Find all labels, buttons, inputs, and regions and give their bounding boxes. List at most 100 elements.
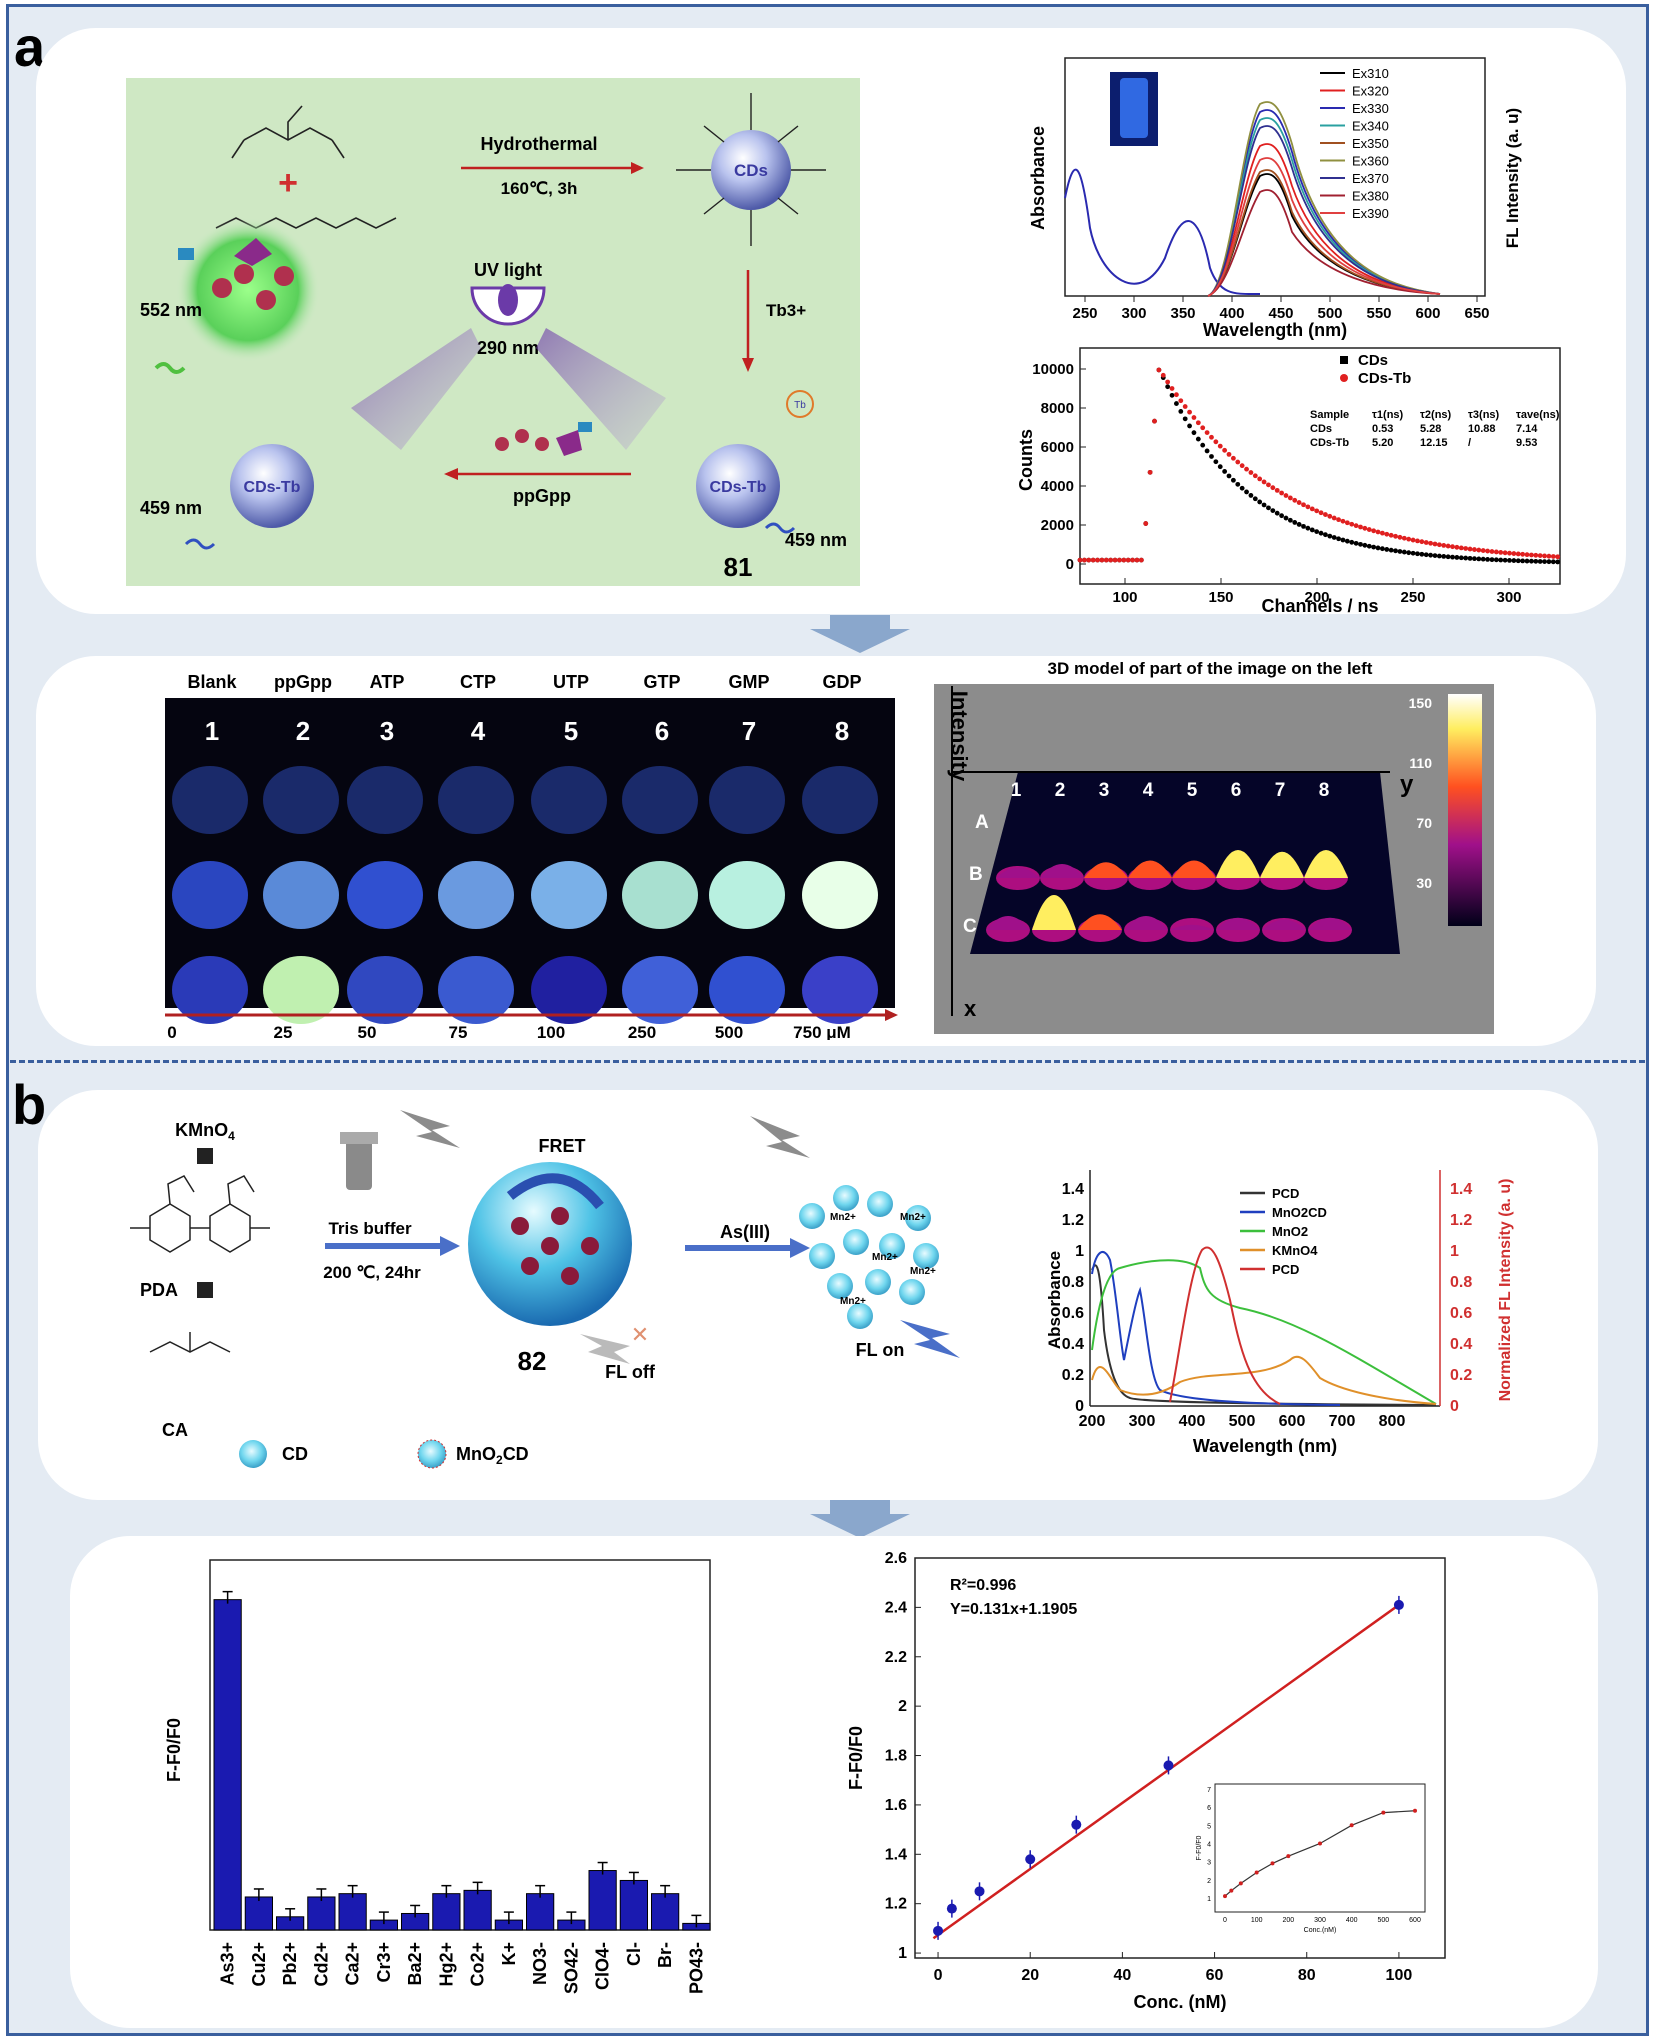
decay-point-cdstb: [1274, 487, 1280, 493]
decay-point-cds: [1169, 392, 1175, 398]
bar-Cl-: [619, 1879, 648, 1931]
decay-point-cdstb: [1244, 466, 1249, 472]
decay-point-cds: [1318, 530, 1324, 536]
decay-point-cds: [1397, 549, 1403, 554]
bar-label: Ca2+: [343, 1942, 363, 1986]
inset-point: [1254, 1870, 1259, 1875]
3d-surface: [970, 772, 1400, 954]
decay-point-cdstb: [1336, 517, 1341, 523]
table-cell: /: [1468, 437, 1471, 449]
decay-point-cdstb: [1143, 521, 1149, 526]
decay-point-cdstb: [1257, 476, 1263, 482]
cd-dot: [899, 1279, 925, 1305]
decay-point-cdstb: [1327, 513, 1333, 519]
inset-point: [1286, 1854, 1291, 1859]
table-header-cell: τ1(ns): [1372, 409, 1404, 421]
bar-ylabel: F-F0/F0: [164, 1718, 184, 1782]
calibration-point: [1393, 1599, 1404, 1610]
legend-Ex380: Ex380: [1352, 189, 1389, 204]
inset-point: [1229, 1888, 1234, 1893]
decay-point-cds: [1388, 547, 1394, 553]
axis-y-label: y: [1400, 771, 1414, 798]
decay-point-cdstb: [1349, 521, 1355, 527]
ppgpp-bound-molecule: [178, 238, 294, 310]
decay-point-cds: [1340, 537, 1346, 543]
decay-point-cdstb: [1099, 557, 1105, 563]
decay-xtick: 300: [1496, 589, 1521, 606]
plate-label-Blank: Blank: [187, 672, 237, 692]
mn-ion-label: Mn2+: [830, 1212, 856, 1223]
calibration-ytick: 1.6: [885, 1797, 907, 1814]
decay-point-cdstb: [1502, 550, 1508, 556]
table-header-cell: τ3(ns): [1468, 409, 1500, 421]
decay-point-cds: [1252, 496, 1258, 502]
decay-point-cds: [1489, 557, 1495, 563]
well: [438, 766, 514, 834]
decay-point-cdstb: [1401, 535, 1407, 541]
decay-point-cds: [1445, 554, 1451, 560]
concentration-label: 75: [449, 1023, 468, 1040]
inset-xtick: 200: [1282, 1917, 1294, 1924]
cd-cluster: Mn2+ Mn2+ Mn2+ Mn2+ Mn2+: [799, 1185, 939, 1329]
abs-xtick: 650: [1464, 305, 1489, 322]
tris-buffer-label: Tris buffer: [328, 1219, 412, 1238]
spectra-ytick-left: 1.2: [1062, 1212, 1084, 1229]
fl-off-label: FL off: [605, 1362, 656, 1382]
legend-Ex370: Ex370: [1352, 171, 1389, 186]
decay-point-cds: [1485, 556, 1490, 562]
peak-B-4-top: [1128, 860, 1172, 878]
mn-dots: [511, 1207, 599, 1285]
panel-divider: [10, 1060, 1645, 1063]
3d-row-labels: A B C: [963, 812, 989, 937]
decay-point-cdstb: [1450, 544, 1455, 550]
down-arrow-b: [810, 1500, 910, 1538]
decay-point-cds: [1279, 513, 1284, 519]
decay-ytick: 0: [1066, 556, 1074, 573]
decay-point-cds: [1537, 559, 1543, 564]
table-cell: 12.15: [1420, 437, 1448, 449]
decay-point-cdstb: [1542, 553, 1547, 559]
decay-point-cdstb: [1121, 557, 1127, 563]
decay-point-cdstb: [1546, 553, 1552, 559]
decay-point-cdstb: [1314, 508, 1320, 514]
decay-point-cds: [1450, 554, 1455, 560]
uv-beam-left: [351, 328, 481, 450]
decay-point-cdstb: [1432, 541, 1438, 547]
bar-label: SO42-: [561, 1942, 581, 1994]
decay-point-cdstb: [1252, 473, 1258, 479]
calibration-xtick: 80: [1298, 1967, 1316, 1984]
spectra-ytick-left: 0.6: [1062, 1305, 1084, 1322]
decay-point-cds: [1472, 556, 1477, 562]
cd-dot: [865, 1269, 891, 1295]
well: [531, 956, 607, 1024]
inset-ytick: 3: [1207, 1860, 1211, 1867]
legend-mno2cd-icon: [417, 1439, 447, 1469]
panel-b-top: [38, 1090, 1598, 1500]
decay-ytick: 2000: [1041, 517, 1074, 534]
decay-point-cdstb: [1362, 525, 1368, 531]
decay-point-cdstb: [1204, 430, 1210, 436]
spectra-ytick-right: 0.6: [1450, 1305, 1472, 1322]
calibration-xtick: 100: [1386, 1967, 1413, 1984]
3d-col-label: 5: [1187, 780, 1198, 801]
abs-xtick: 250: [1072, 305, 1097, 322]
ca-structure: [149, 1332, 231, 1353]
spectra-ytick-right: 0.8: [1450, 1274, 1472, 1291]
absorbance-curve: [1064, 168, 1261, 296]
3d-col-label: 3: [1099, 780, 1110, 801]
decay-point-cds: [1384, 547, 1390, 552]
decay-point-cdstb: [1270, 485, 1276, 491]
3d-row-label: A: [975, 812, 989, 833]
peak-B-7-top: [1260, 851, 1304, 878]
spectra-curves: [1091, 1246, 1437, 1406]
fl-on-label: FL on: [856, 1340, 905, 1360]
well: [172, 956, 248, 1024]
decay-point-cds: [1498, 557, 1504, 563]
decay-point-cds: [1248, 493, 1254, 498]
as3-label: As(III): [720, 1222, 770, 1242]
decay-ytick: 6000: [1041, 439, 1074, 456]
legend-Ex310: Ex310: [1352, 66, 1389, 81]
hydrothermal-label: Hydrothermal: [480, 134, 597, 154]
axis-x-label: x: [964, 996, 977, 1021]
fit-line: [932, 1603, 1400, 1940]
